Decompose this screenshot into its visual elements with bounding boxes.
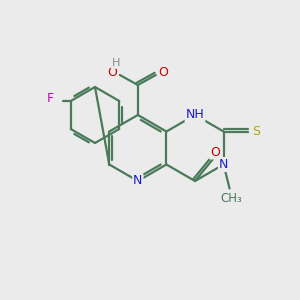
Text: O: O	[107, 67, 117, 80]
Text: O: O	[158, 67, 168, 80]
Text: H: H	[112, 58, 120, 68]
Text: F: F	[47, 92, 54, 106]
Text: N: N	[133, 175, 142, 188]
Text: NH: NH	[186, 109, 204, 122]
Text: CH₃: CH₃	[221, 192, 242, 205]
Text: O: O	[210, 146, 220, 158]
Text: N: N	[219, 158, 228, 171]
Text: S: S	[253, 125, 261, 138]
